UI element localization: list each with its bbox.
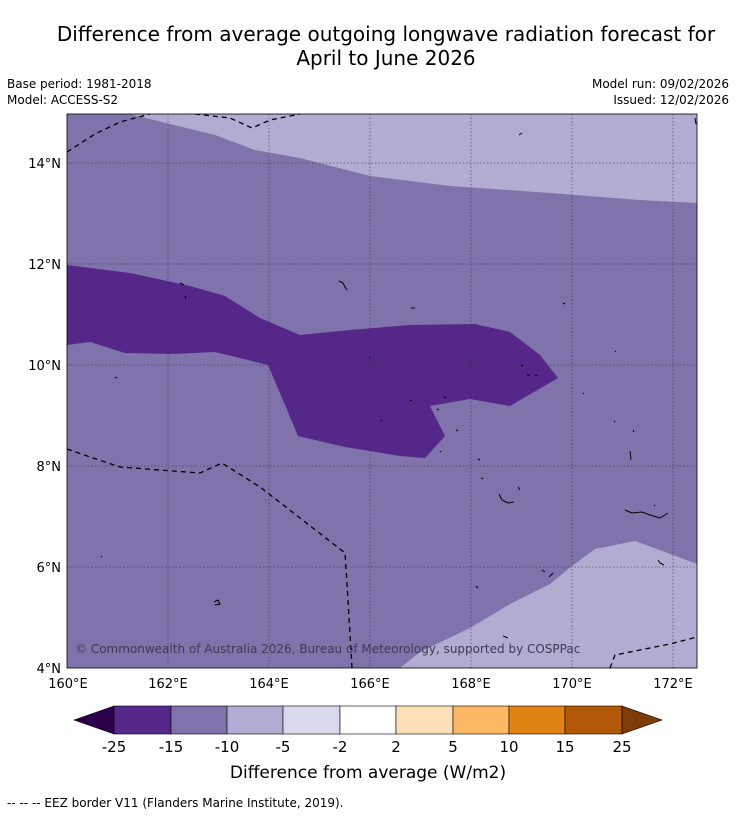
map-panel: © Commonwealth of Australia 2026, Bureau… <box>67 114 697 668</box>
colorbar-tick: -25 <box>102 738 127 756</box>
lat-label: 12°N <box>28 258 61 273</box>
colorbar-label: Difference from average (W/m2) <box>230 763 506 783</box>
colorbar-tick: 5 <box>448 738 458 756</box>
lon-label: 160°E <box>48 677 88 692</box>
colorbar-segment <box>339 705 397 735</box>
eez-border-west <box>67 448 353 668</box>
map-title-line-1: Difference from average outgoing longwav… <box>56 22 716 46</box>
map-frame <box>66 113 698 669</box>
lon-label: 166°E <box>350 677 390 692</box>
island <box>562 302 566 305</box>
island <box>179 282 185 286</box>
longitude-labels: 160°E 162°E 164°E 166°E 168°E 170°E 172°… <box>48 677 693 692</box>
island <box>582 392 585 395</box>
lat-label: 4°N <box>37 662 62 677</box>
lon-label: 172°E <box>653 677 693 692</box>
lon-label: 170°E <box>552 677 592 692</box>
colorbar: -25 -15 -10 -5 -2 2 5 10 15 25 Differenc… <box>73 705 663 783</box>
lat-label: 10°N <box>28 359 61 374</box>
island <box>498 486 521 504</box>
graticule <box>67 114 697 668</box>
metadata-right: Model run: 09/02/2026 Issued: 12/02/2026 <box>592 76 729 108</box>
island <box>502 635 509 639</box>
colorbar-segment <box>395 705 454 735</box>
anomaly-region-top-light <box>130 114 697 203</box>
lat-label: 8°N <box>37 460 62 475</box>
lat-label: 6°N <box>37 561 62 576</box>
island <box>380 419 459 453</box>
island <box>541 569 554 578</box>
colorbar-extend-low <box>73 705 115 735</box>
colorbar-tick: 10 <box>499 738 518 756</box>
island <box>520 364 538 377</box>
eez-border-southeast <box>609 636 697 668</box>
colorbar-segment <box>282 705 341 735</box>
model-run-date: Model run: 09/02/2026 <box>591 77 729 91</box>
colorbar-tick: -10 <box>215 738 240 756</box>
colorbar-segment <box>170 705 228 735</box>
island <box>368 356 371 359</box>
latitude-labels: 14°N 12°N 10°N 8°N 6°N 4°N <box>28 157 61 677</box>
map-title: Difference from average outgoing longwav… <box>40 22 732 70</box>
island <box>100 555 103 558</box>
colorbar-tick: 15 <box>555 738 574 756</box>
copyright-notice: © Commonwealth of Australia 2026, Bureau… <box>75 642 580 656</box>
island <box>653 504 656 507</box>
base-period: Base period: 1981-2018 <box>7 77 152 91</box>
colorbar-segment <box>564 705 623 735</box>
lat-label: 14°N <box>28 157 61 172</box>
model-name: Model: ACCESS-S2 <box>7 93 119 107</box>
island <box>518 132 523 136</box>
island <box>624 509 669 519</box>
lon-label: 164°E <box>249 677 289 692</box>
eez-legend-note: -- -- -- EEZ border V11 (Flanders Marine… <box>7 796 344 810</box>
colorbar-segment <box>452 705 510 735</box>
lon-label: 162°E <box>148 677 188 692</box>
island <box>477 458 484 480</box>
island <box>694 117 697 125</box>
metadata-left: Base period: 1981-2018 Model: ACCESS-S2 <box>7 76 152 108</box>
colorbar-tick: -5 <box>276 738 291 756</box>
colorbar-tick: 2 <box>391 738 401 756</box>
colorbar-tick: -2 <box>333 738 348 756</box>
issued-date: Issued: 12/02/2026 <box>613 93 729 107</box>
island <box>657 559 665 566</box>
island <box>184 295 187 300</box>
anomaly-region-bottom-light <box>400 541 697 668</box>
island <box>114 376 118 379</box>
islands <box>100 117 697 639</box>
island <box>213 599 221 606</box>
island <box>613 420 635 461</box>
island <box>614 350 617 353</box>
colorbar-segment <box>113 705 172 735</box>
island <box>475 585 479 589</box>
lon-label: 168°E <box>451 677 491 692</box>
colorbar-segment <box>508 705 566 735</box>
island <box>409 396 447 411</box>
island <box>338 280 348 291</box>
map-title-line-2: April to June 2026 <box>296 46 476 70</box>
eez-borders <box>67 114 697 668</box>
anomaly-region-dark <box>67 265 558 458</box>
eez-border-top-left <box>67 114 151 153</box>
colorbar-segment <box>226 705 284 735</box>
colorbar-tick: -15 <box>159 738 184 756</box>
colorbar-extend-high <box>621 705 663 735</box>
colorbar-tick: 25 <box>612 738 631 756</box>
colorbar-ticks: -25 -15 -10 -5 -2 2 5 10 15 25 <box>102 738 632 756</box>
